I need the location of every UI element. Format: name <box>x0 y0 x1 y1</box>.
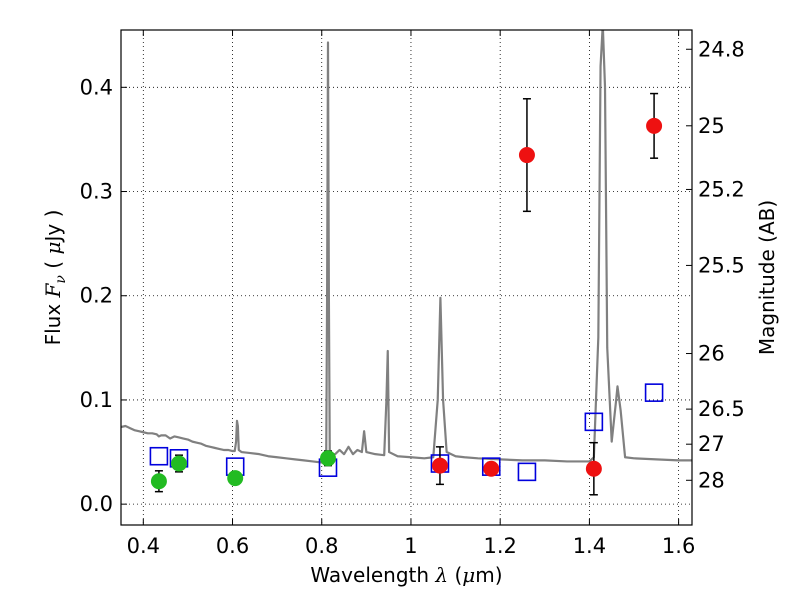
observed-nir-point <box>646 92 663 159</box>
mag-tick-label: 28 <box>698 468 725 492</box>
observed-nir-marker <box>585 460 602 477</box>
observed-nir-marker <box>431 457 448 474</box>
observed-optical-marker <box>150 473 167 490</box>
observed-nir-marker <box>518 147 535 164</box>
observed-nir-point <box>518 98 535 213</box>
x-axis-label: Wavelength λ (μm) <box>310 563 502 587</box>
y-tick-label: 0.4 <box>80 75 113 99</box>
mag-tick-label: 25 <box>698 114 725 138</box>
model-spectrum-line <box>121 30 692 464</box>
observed-nir-point <box>585 441 602 496</box>
mag-tick-label: 25.2 <box>698 177 745 201</box>
model-spectrum-layer <box>121 30 692 464</box>
y-axis-label: Flux Fν ( μJy ) <box>41 210 69 346</box>
y-tick-label: 0.1 <box>80 388 113 412</box>
observed-optical-point <box>227 470 244 487</box>
x-tick-label: 0.4 <box>127 534 160 558</box>
observed-optical-point <box>170 454 187 473</box>
grid-lines <box>121 30 692 525</box>
data-points-layer <box>149 92 664 496</box>
observed-optical-point <box>319 450 336 467</box>
y-tick-label: 0.0 <box>80 492 113 516</box>
x-tick-label: 1.4 <box>573 534 606 558</box>
y2-axis-label: Magnitude (AB) <box>755 200 779 355</box>
y-tick-label: 0.3 <box>80 180 113 204</box>
model-photometry-square <box>517 462 537 482</box>
mag-tick-label: 25.5 <box>698 253 745 277</box>
mag-tick-label: 26.5 <box>698 397 745 421</box>
observed-optical-marker <box>170 455 187 472</box>
x-tick-label: 0.6 <box>216 534 249 558</box>
observed-optical-marker <box>227 470 244 487</box>
axis-ticks <box>121 30 692 525</box>
observed-nir-point <box>431 446 448 486</box>
observed-nir-marker <box>483 460 500 477</box>
mag-tick-label: 27 <box>698 432 725 456</box>
observed-optical-marker <box>319 450 336 467</box>
mag-tick-label: 24.8 <box>698 37 745 61</box>
x-tick-label: 0.8 <box>305 534 338 558</box>
observed-optical-point <box>150 470 167 493</box>
observed-nir-marker <box>646 117 663 134</box>
model-photometry-square <box>644 383 664 402</box>
x-tick-label: 1 <box>404 534 417 558</box>
plot-frame <box>120 29 693 526</box>
x-tick-label: 1.6 <box>662 534 695 558</box>
model-photometry-square <box>149 446 169 466</box>
x-tick-label: 1.2 <box>483 534 516 558</box>
observed-nir-point <box>483 460 500 477</box>
model-photometry-square <box>584 412 604 432</box>
mag-tick-label: 26 <box>698 342 725 366</box>
y-tick-label: 0.2 <box>80 284 113 308</box>
